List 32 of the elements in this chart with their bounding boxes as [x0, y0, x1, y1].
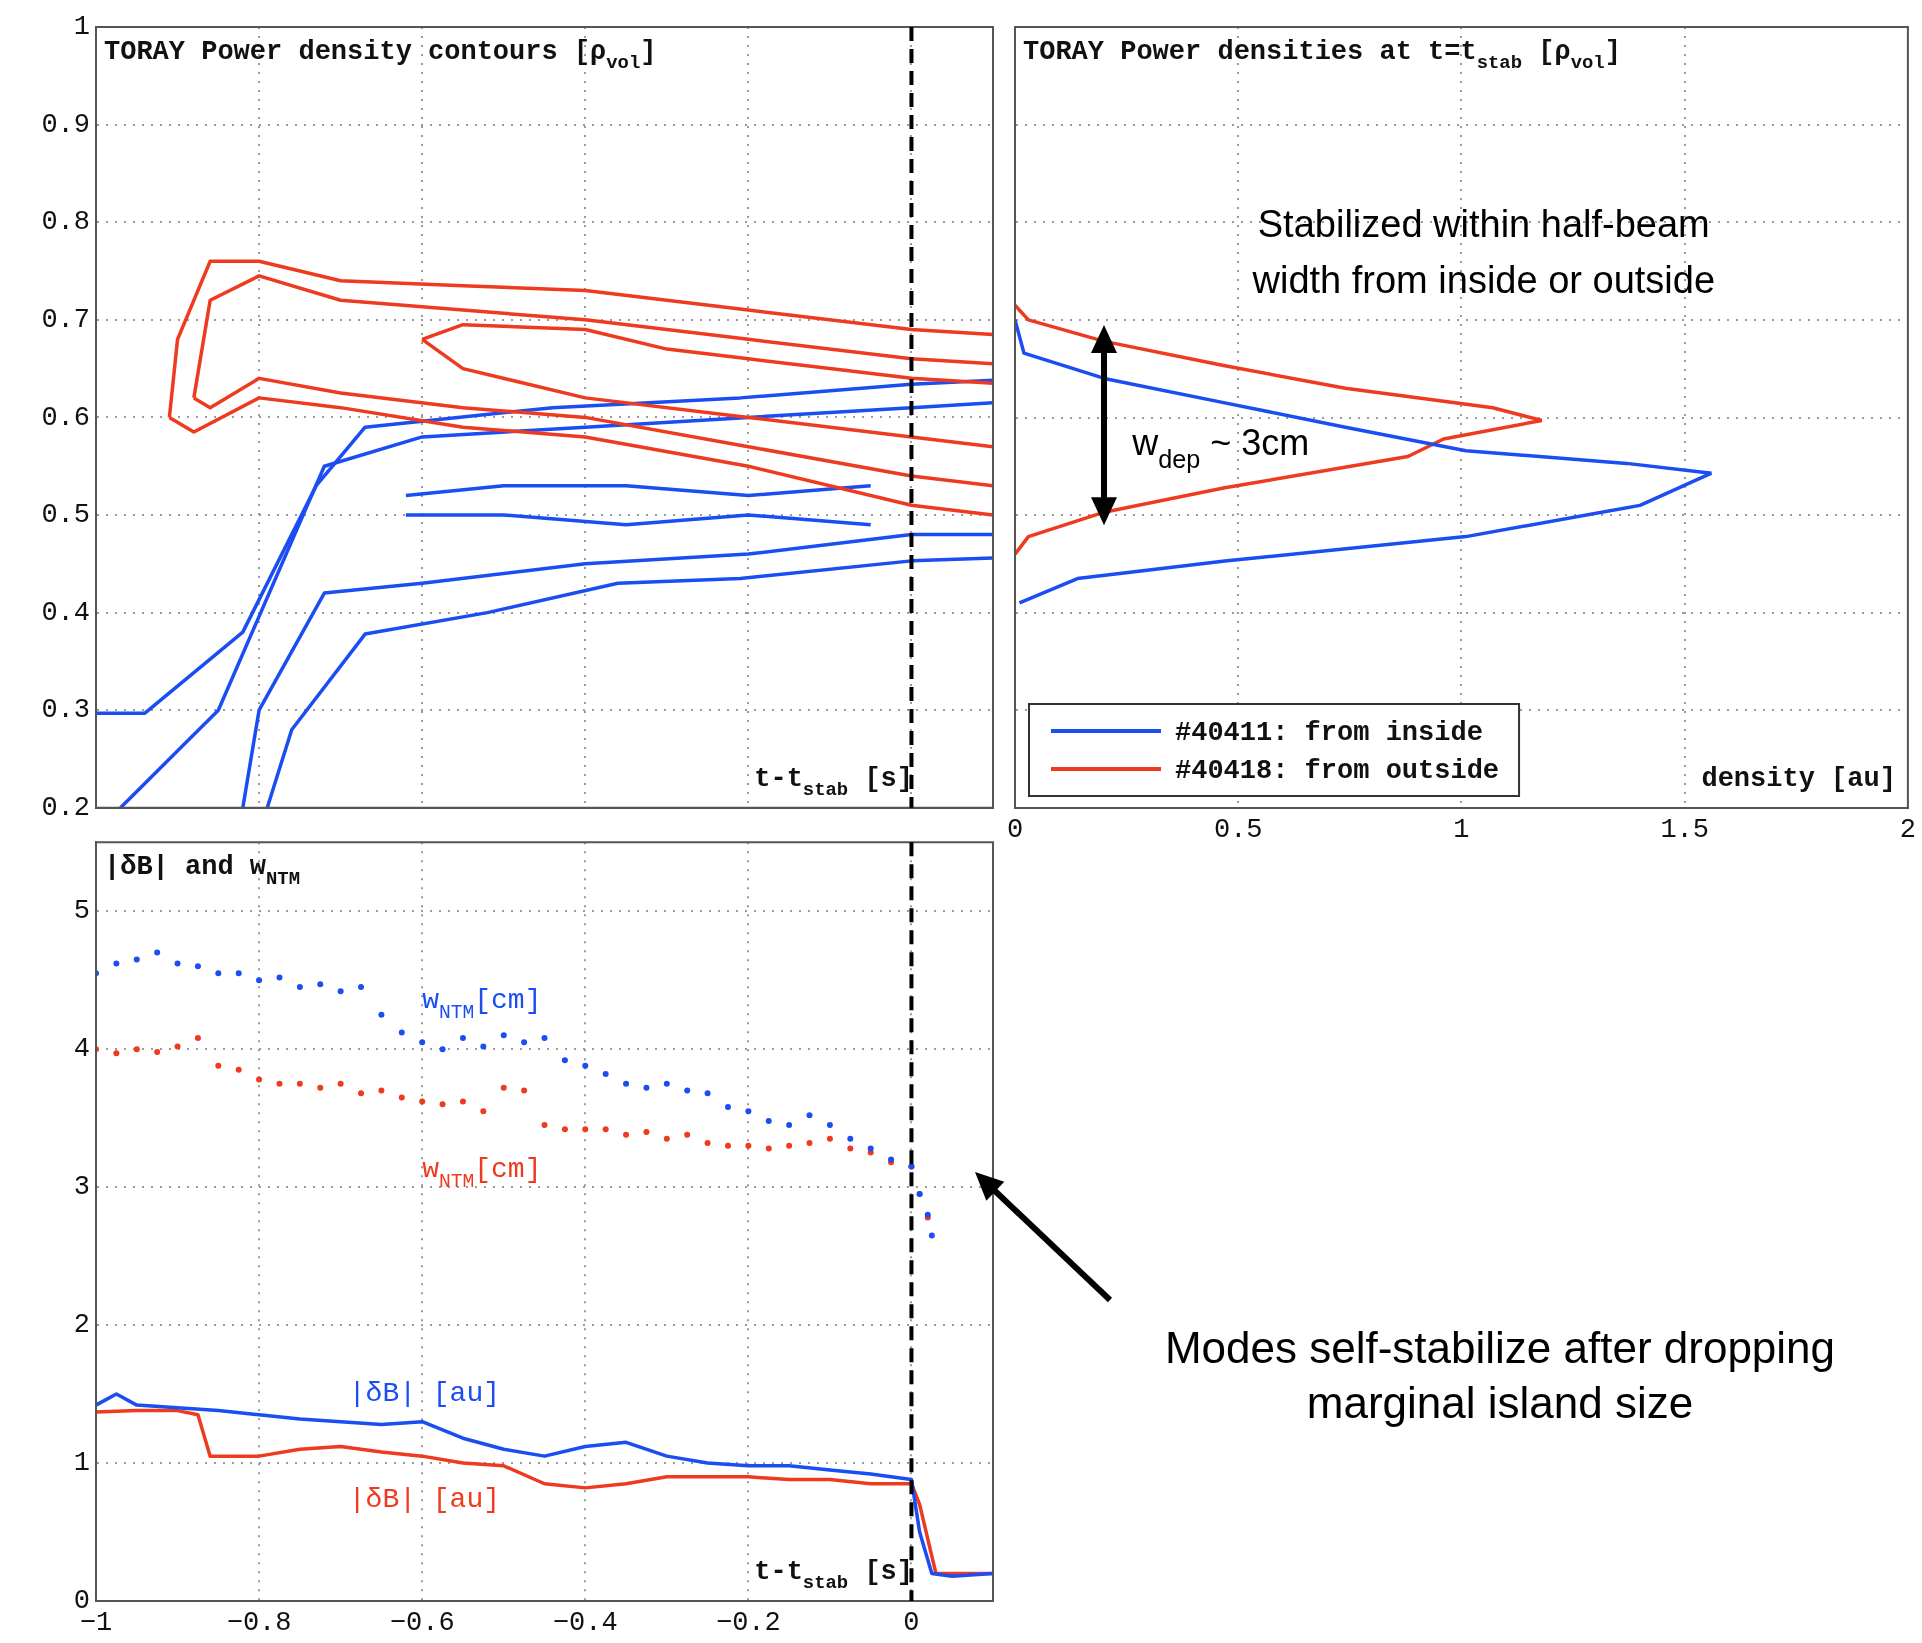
y-tick-label: 0.8: [41, 207, 90, 238]
x-tick-label: −0.4: [552, 1608, 618, 1639]
x-tick-label: 0: [903, 1608, 920, 1639]
y-tick-label: 0.5: [41, 500, 90, 531]
y-tick-label: 0.9: [41, 109, 90, 140]
y-tick-label: 3: [73, 1172, 90, 1203]
y-tick-label: 5: [73, 896, 90, 927]
annotation: Stabilized within half-beam: [1257, 202, 1710, 245]
y-tick-label: 0.3: [41, 695, 90, 726]
y-tick-label: 0.7: [41, 304, 90, 335]
text: Modes self-stabilize after dropping marginal island size: [1163, 1322, 1837, 1429]
x-tick-label: −0.2: [715, 1608, 781, 1639]
y-tick-label: 1: [73, 1448, 90, 1479]
y-tick-label: 1: [73, 12, 90, 43]
x-tick-label: 0.5: [1213, 815, 1263, 846]
y-tick-label: 4: [73, 1034, 90, 1065]
series-label: |δB| [au]: [348, 1484, 501, 1516]
x-tick-label: 0: [1006, 815, 1024, 846]
y-tick-label: 0.2: [41, 792, 90, 823]
y-tick-label: 0.4: [41, 597, 90, 628]
x-tick-label: −0.6: [389, 1608, 455, 1639]
x-tick-label: 1.5: [1660, 815, 1709, 846]
x-tick-label: −0.8: [226, 1608, 292, 1639]
legend-label: #40418: from outside: [1175, 756, 1500, 786]
series-label: |δB| [au]: [348, 1377, 501, 1409]
legend-label: #40411: from inside: [1175, 718, 1483, 748]
y-tick-label: 0.6: [41, 402, 90, 433]
x-axis-title: density [au]: [1701, 764, 1896, 794]
annotation: width from inside or outside: [1251, 258, 1716, 301]
x-tick-label: 2: [1899, 815, 1916, 846]
x-tick-label: 1: [1453, 815, 1470, 846]
y-tick-label: 2: [73, 1310, 90, 1341]
